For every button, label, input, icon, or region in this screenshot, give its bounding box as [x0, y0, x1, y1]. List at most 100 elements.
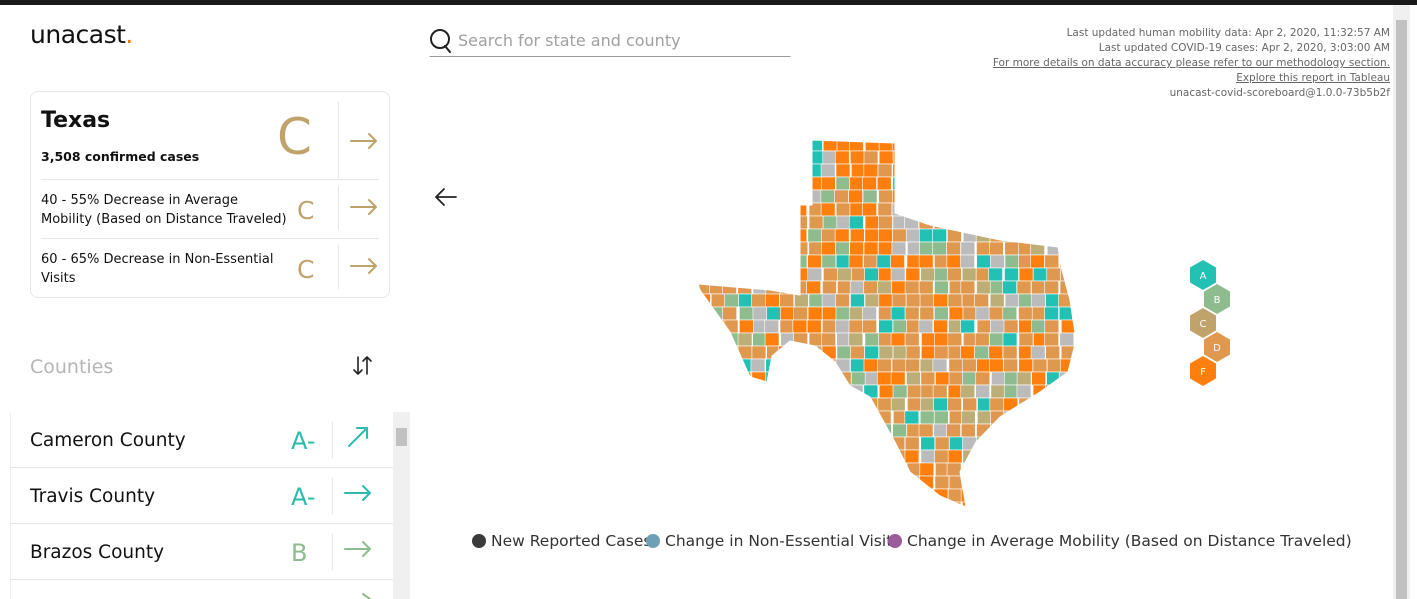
county-tile[interactable]	[1058, 436, 1074, 451]
county-tile[interactable]	[766, 254, 781, 269]
county-tile[interactable]	[766, 345, 781, 360]
county-tile[interactable]	[863, 241, 879, 256]
county-tile[interactable]	[1018, 293, 1034, 308]
county-tile[interactable]	[948, 150, 964, 165]
county-tile[interactable]	[892, 384, 908, 399]
county-tile[interactable]	[722, 280, 737, 295]
county-tile[interactable]	[792, 189, 808, 204]
county-tile[interactable]	[1032, 501, 1048, 515]
county-tile[interactable]	[1060, 202, 1075, 217]
county-tile[interactable]	[1003, 423, 1018, 438]
county-tile[interactable]	[767, 150, 782, 165]
county-tile[interactable]	[806, 475, 822, 490]
county-tile[interactable]	[934, 449, 949, 464]
county-tile[interactable]	[736, 488, 752, 503]
county-tile[interactable]	[906, 319, 921, 334]
county-tile[interactable]	[835, 163, 851, 178]
county-tile[interactable]	[737, 332, 753, 347]
county-tile[interactable]	[792, 228, 808, 243]
county-tile[interactable]	[904, 280, 920, 295]
county-tile[interactable]	[722, 163, 738, 178]
county-tile[interactable]	[919, 475, 934, 490]
county-tile[interactable]	[765, 462, 781, 477]
county-tile[interactable]	[864, 228, 880, 243]
county-tile[interactable]	[737, 345, 753, 360]
county-tile[interactable]	[1002, 306, 1018, 321]
county-tile[interactable]	[1033, 462, 1048, 477]
county-tile[interactable]	[766, 202, 781, 217]
county-tile[interactable]	[962, 371, 977, 386]
county-tile[interactable]	[947, 163, 962, 178]
county-tile[interactable]	[976, 449, 991, 464]
county-tile[interactable]	[974, 163, 990, 178]
county-tile[interactable]	[764, 397, 780, 412]
county-tile[interactable]	[808, 138, 823, 152]
county-tile[interactable]	[709, 138, 725, 152]
county-tile[interactable]	[946, 501, 962, 515]
county-tile[interactable]	[835, 202, 851, 217]
county-tile[interactable]	[709, 150, 725, 165]
county-tile[interactable]	[863, 410, 879, 425]
county-tile[interactable]	[918, 280, 934, 295]
county-tile[interactable]	[834, 189, 849, 204]
county-tile[interactable]	[820, 202, 836, 217]
county-tile[interactable]	[807, 436, 823, 451]
county-tile[interactable]	[1018, 138, 1033, 152]
methodology-link[interactable]: For more details on data accuracy please…	[992, 57, 1390, 69]
county-tile[interactable]	[724, 488, 740, 503]
county-tile[interactable]	[765, 280, 781, 295]
back-arrow[interactable]	[435, 188, 457, 206]
county-tile[interactable]	[708, 176, 724, 191]
county-tile[interactable]	[1046, 488, 1062, 503]
county-tile[interactable]	[708, 267, 724, 282]
county-tile[interactable]	[934, 475, 950, 490]
county-tile[interactable]	[1058, 306, 1074, 321]
county-tile[interactable]	[1031, 293, 1046, 308]
county-tile[interactable]	[820, 189, 836, 204]
county-tile[interactable]	[1046, 501, 1062, 515]
county-tile[interactable]	[1004, 293, 1020, 308]
county-tile[interactable]	[864, 475, 879, 490]
county-tile[interactable]	[919, 293, 935, 308]
county-tile[interactable]	[849, 410, 864, 425]
county-tile[interactable]	[724, 475, 739, 490]
county-tile[interactable]	[737, 163, 752, 178]
county-tile[interactable]	[890, 475, 906, 490]
county-tile[interactable]	[1017, 488, 1033, 503]
county-tile[interactable]	[877, 202, 893, 217]
county-tile[interactable]	[862, 189, 878, 204]
county-tile[interactable]	[738, 254, 754, 269]
county-tile[interactable]	[1046, 215, 1061, 230]
county-tile[interactable]	[1002, 345, 1018, 360]
county-tile[interactable]	[932, 228, 947, 243]
county-tile[interactable]	[1072, 436, 1087, 451]
county-tile[interactable]	[862, 176, 877, 191]
county-tile[interactable]	[764, 138, 779, 152]
county-tile[interactable]	[1016, 189, 1032, 204]
county-tile[interactable]	[974, 215, 990, 230]
county-tile[interactable]	[921, 202, 936, 217]
county-tile[interactable]	[947, 384, 963, 399]
county-tile[interactable]	[961, 358, 977, 373]
county-tile[interactable]	[1045, 397, 1061, 412]
county-tile[interactable]	[695, 462, 710, 477]
county-tile[interactable]	[906, 371, 921, 386]
county-tile[interactable]	[710, 384, 725, 399]
county-tile[interactable]	[976, 280, 991, 295]
county-tile[interactable]	[849, 176, 865, 191]
county-tile[interactable]	[960, 488, 976, 503]
county-tile[interactable]	[695, 176, 709, 191]
county-tile[interactable]	[1002, 332, 1018, 347]
county-tile[interactable]	[793, 163, 808, 178]
county-tile[interactable]	[892, 215, 908, 230]
county-tile[interactable]	[961, 267, 977, 282]
county-tile[interactable]	[1004, 176, 1020, 191]
county-tile[interactable]	[962, 501, 977, 515]
county-tile[interactable]	[1045, 384, 1060, 399]
county-tile[interactable]	[975, 306, 991, 321]
county-tile[interactable]	[723, 462, 739, 477]
county-tile[interactable]	[933, 423, 949, 438]
county-tile[interactable]	[989, 202, 1005, 217]
county-tile[interactable]	[752, 189, 768, 204]
legend-item[interactable]: New Reported Cases	[472, 532, 651, 550]
